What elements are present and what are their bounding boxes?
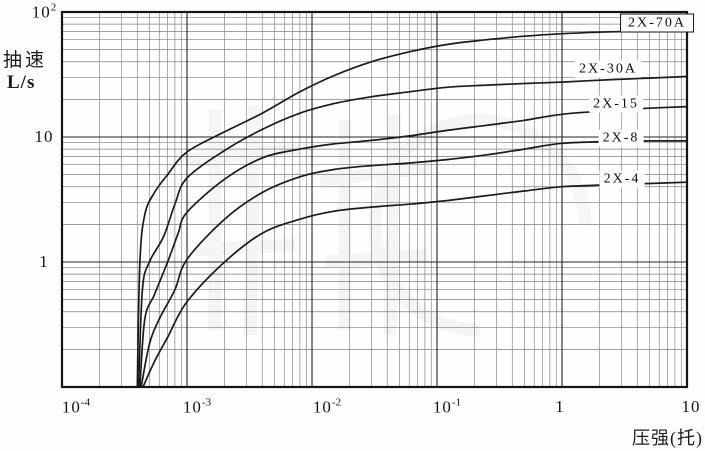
series-label-2X-15: 2X-15 xyxy=(589,95,643,113)
series-label-2X-70A: 2X-70A xyxy=(620,13,694,33)
x-tick-label-0: 10-4 xyxy=(61,396,91,417)
y-axis-title-line2: L/s xyxy=(7,72,36,93)
y-tick-label-2: 1 xyxy=(39,252,49,271)
grid-minor-lines xyxy=(62,12,687,387)
series-label-2X-8: 2X-8 xyxy=(598,129,644,147)
plot-border xyxy=(60,10,689,389)
grid-major-lines xyxy=(62,12,687,387)
curve-2X-8 xyxy=(140,140,687,387)
y-axis-title-line1: 抽速 xyxy=(3,50,48,71)
series-label-2X-4: 2X-4 xyxy=(599,170,645,188)
curve-2X-30A xyxy=(137,75,687,387)
x-tick-label-1: 10-3 xyxy=(182,396,212,417)
curve-2X-15 xyxy=(139,105,687,387)
x-tick-label-3: 10-1 xyxy=(432,396,462,417)
y-tick-label-1: 10 xyxy=(34,127,54,146)
x-axis-title: 压强(托) xyxy=(632,428,703,448)
x-tick-label-5: 10 xyxy=(681,397,701,416)
x-tick-label-2: 10-2 xyxy=(312,396,342,417)
watermark xyxy=(184,104,592,337)
curve-2X-4 xyxy=(142,181,687,387)
curve-2X-70A xyxy=(136,30,687,387)
series-label-2X-30A: 2X-30A xyxy=(575,60,641,78)
y-tick-label-0: 102 xyxy=(31,1,57,22)
x-tick-label-4: 1 xyxy=(555,397,565,416)
pump-curves xyxy=(136,30,687,387)
